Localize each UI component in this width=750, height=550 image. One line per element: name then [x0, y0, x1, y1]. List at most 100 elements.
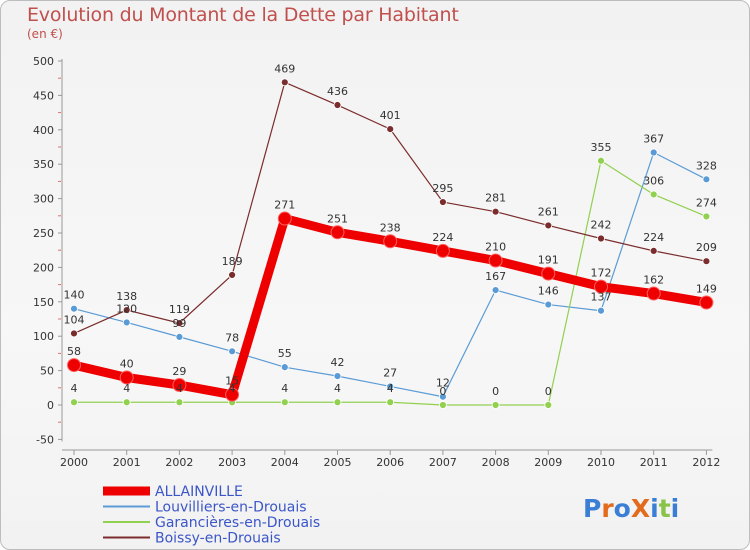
data-point: [228, 271, 237, 279]
logo-letter: i: [650, 494, 659, 523]
legend-label: ALLAINVILLE: [155, 484, 243, 500]
data-point: [172, 378, 187, 393]
y-tick-label: 200: [33, 261, 54, 274]
data-point: [225, 387, 240, 402]
y-tick-label: -50: [36, 433, 54, 446]
data-label: 29: [172, 365, 186, 378]
data-point: [330, 225, 345, 240]
x-tick-label: 2008: [482, 456, 510, 469]
data-point: [386, 382, 395, 391]
data-label: 4: [176, 382, 183, 395]
data-label: 4: [229, 382, 236, 395]
data-label: 295: [432, 182, 453, 195]
x-tick-label: 2005: [324, 456, 352, 469]
data-point: [438, 198, 447, 206]
data-point: [649, 246, 658, 255]
x-tick-label: 2000: [60, 456, 88, 469]
data-point: [702, 257, 711, 266]
logo-letter: i: [671, 494, 680, 523]
data-label: 42: [331, 356, 345, 369]
data-label: 149: [696, 282, 717, 295]
data-point: [280, 398, 289, 407]
data-point: [280, 78, 289, 87]
y-tick-label: 50: [40, 365, 54, 378]
data-point: [175, 398, 184, 407]
data-point: [386, 125, 395, 134]
logo-text: ProXiti: [583, 494, 679, 523]
data-label: 306: [643, 174, 664, 187]
data-label: 4: [387, 382, 394, 395]
data-label: 328: [696, 159, 717, 172]
data-label: 15: [225, 375, 239, 388]
data-point: [597, 156, 605, 165]
legend-label: Garancières-en-Drouais: [155, 515, 320, 531]
data-label: 140: [64, 289, 85, 302]
x-tick-label: 2002: [165, 456, 193, 469]
data-point: [699, 295, 714, 310]
data-label: 78: [225, 331, 239, 344]
y-tick-label: 250: [33, 227, 54, 240]
data-label: 261: [538, 205, 559, 218]
x-tick-label: 2006: [376, 456, 404, 469]
data-label: 162: [643, 274, 664, 287]
data-label: 281: [485, 192, 506, 205]
data-label: 209: [696, 241, 717, 254]
data-point: [544, 300, 553, 309]
data-point: [67, 358, 81, 373]
data-label: 137: [591, 291, 612, 304]
data-label: 224: [643, 231, 664, 244]
data-point: [544, 401, 553, 409]
data-label: 167: [485, 270, 506, 283]
data-label: 271: [274, 199, 295, 212]
data-point: [649, 148, 658, 157]
data-point: [649, 190, 658, 199]
y-tick-label: 500: [33, 55, 54, 68]
data-point: [70, 329, 78, 338]
data-label: 401: [380, 109, 401, 122]
data-point: [702, 212, 711, 221]
data-point: [333, 398, 342, 407]
data-point: [597, 306, 605, 315]
data-label: 367: [643, 133, 664, 146]
logo-letter: t: [659, 494, 671, 523]
data-point: [122, 398, 131, 407]
data-point: [491, 286, 500, 295]
data-label: 242: [591, 219, 612, 232]
data-label: 120: [116, 302, 137, 315]
data-point: [70, 398, 78, 407]
data-point: [277, 211, 292, 226]
data-label: 4: [71, 382, 78, 395]
data-label: 4: [123, 382, 130, 395]
data-label: 146: [538, 285, 559, 298]
x-tick-label: 2010: [587, 456, 615, 469]
data-label: 251: [327, 212, 348, 225]
data-label: 12: [436, 377, 450, 390]
chart-title: Evolution du Montant de la Dette par Hab…: [27, 4, 459, 26]
y-tick-label: 300: [33, 193, 54, 206]
data-point: [333, 101, 342, 109]
x-tick-label: 2004: [271, 456, 299, 469]
data-label: 55: [278, 347, 292, 360]
data-label: 99: [172, 317, 186, 330]
x-tick-label: 2007: [429, 456, 457, 469]
series-layer: [67, 78, 714, 409]
x-tick-label: 2003: [218, 456, 246, 469]
x-tick-label: 2001: [113, 456, 141, 469]
y-tick-label: 350: [33, 158, 54, 171]
logo-letter: P: [583, 494, 601, 523]
legend: ALLAINVILLELouvilliers-en-DrouaisGaranci…: [103, 484, 320, 547]
data-label: 4: [281, 382, 288, 395]
value-labels: 140 120 99 78 55 42 27 12 167 146 137 367 328 4 4 4 4 4 4 4…: [64, 62, 717, 398]
data-point: [541, 266, 556, 281]
series-line-louvilliers-en-drouais: [73, 151, 708, 398]
data-label: 172: [591, 267, 612, 280]
data-point: [280, 363, 289, 372]
data-label: 274: [696, 196, 717, 209]
legend-label: Louvilliers-en-Drouais: [155, 500, 307, 516]
data-label: 0: [439, 385, 446, 398]
chart-subtitle: (en €): [27, 27, 63, 41]
data-label: 469: [274, 62, 295, 75]
